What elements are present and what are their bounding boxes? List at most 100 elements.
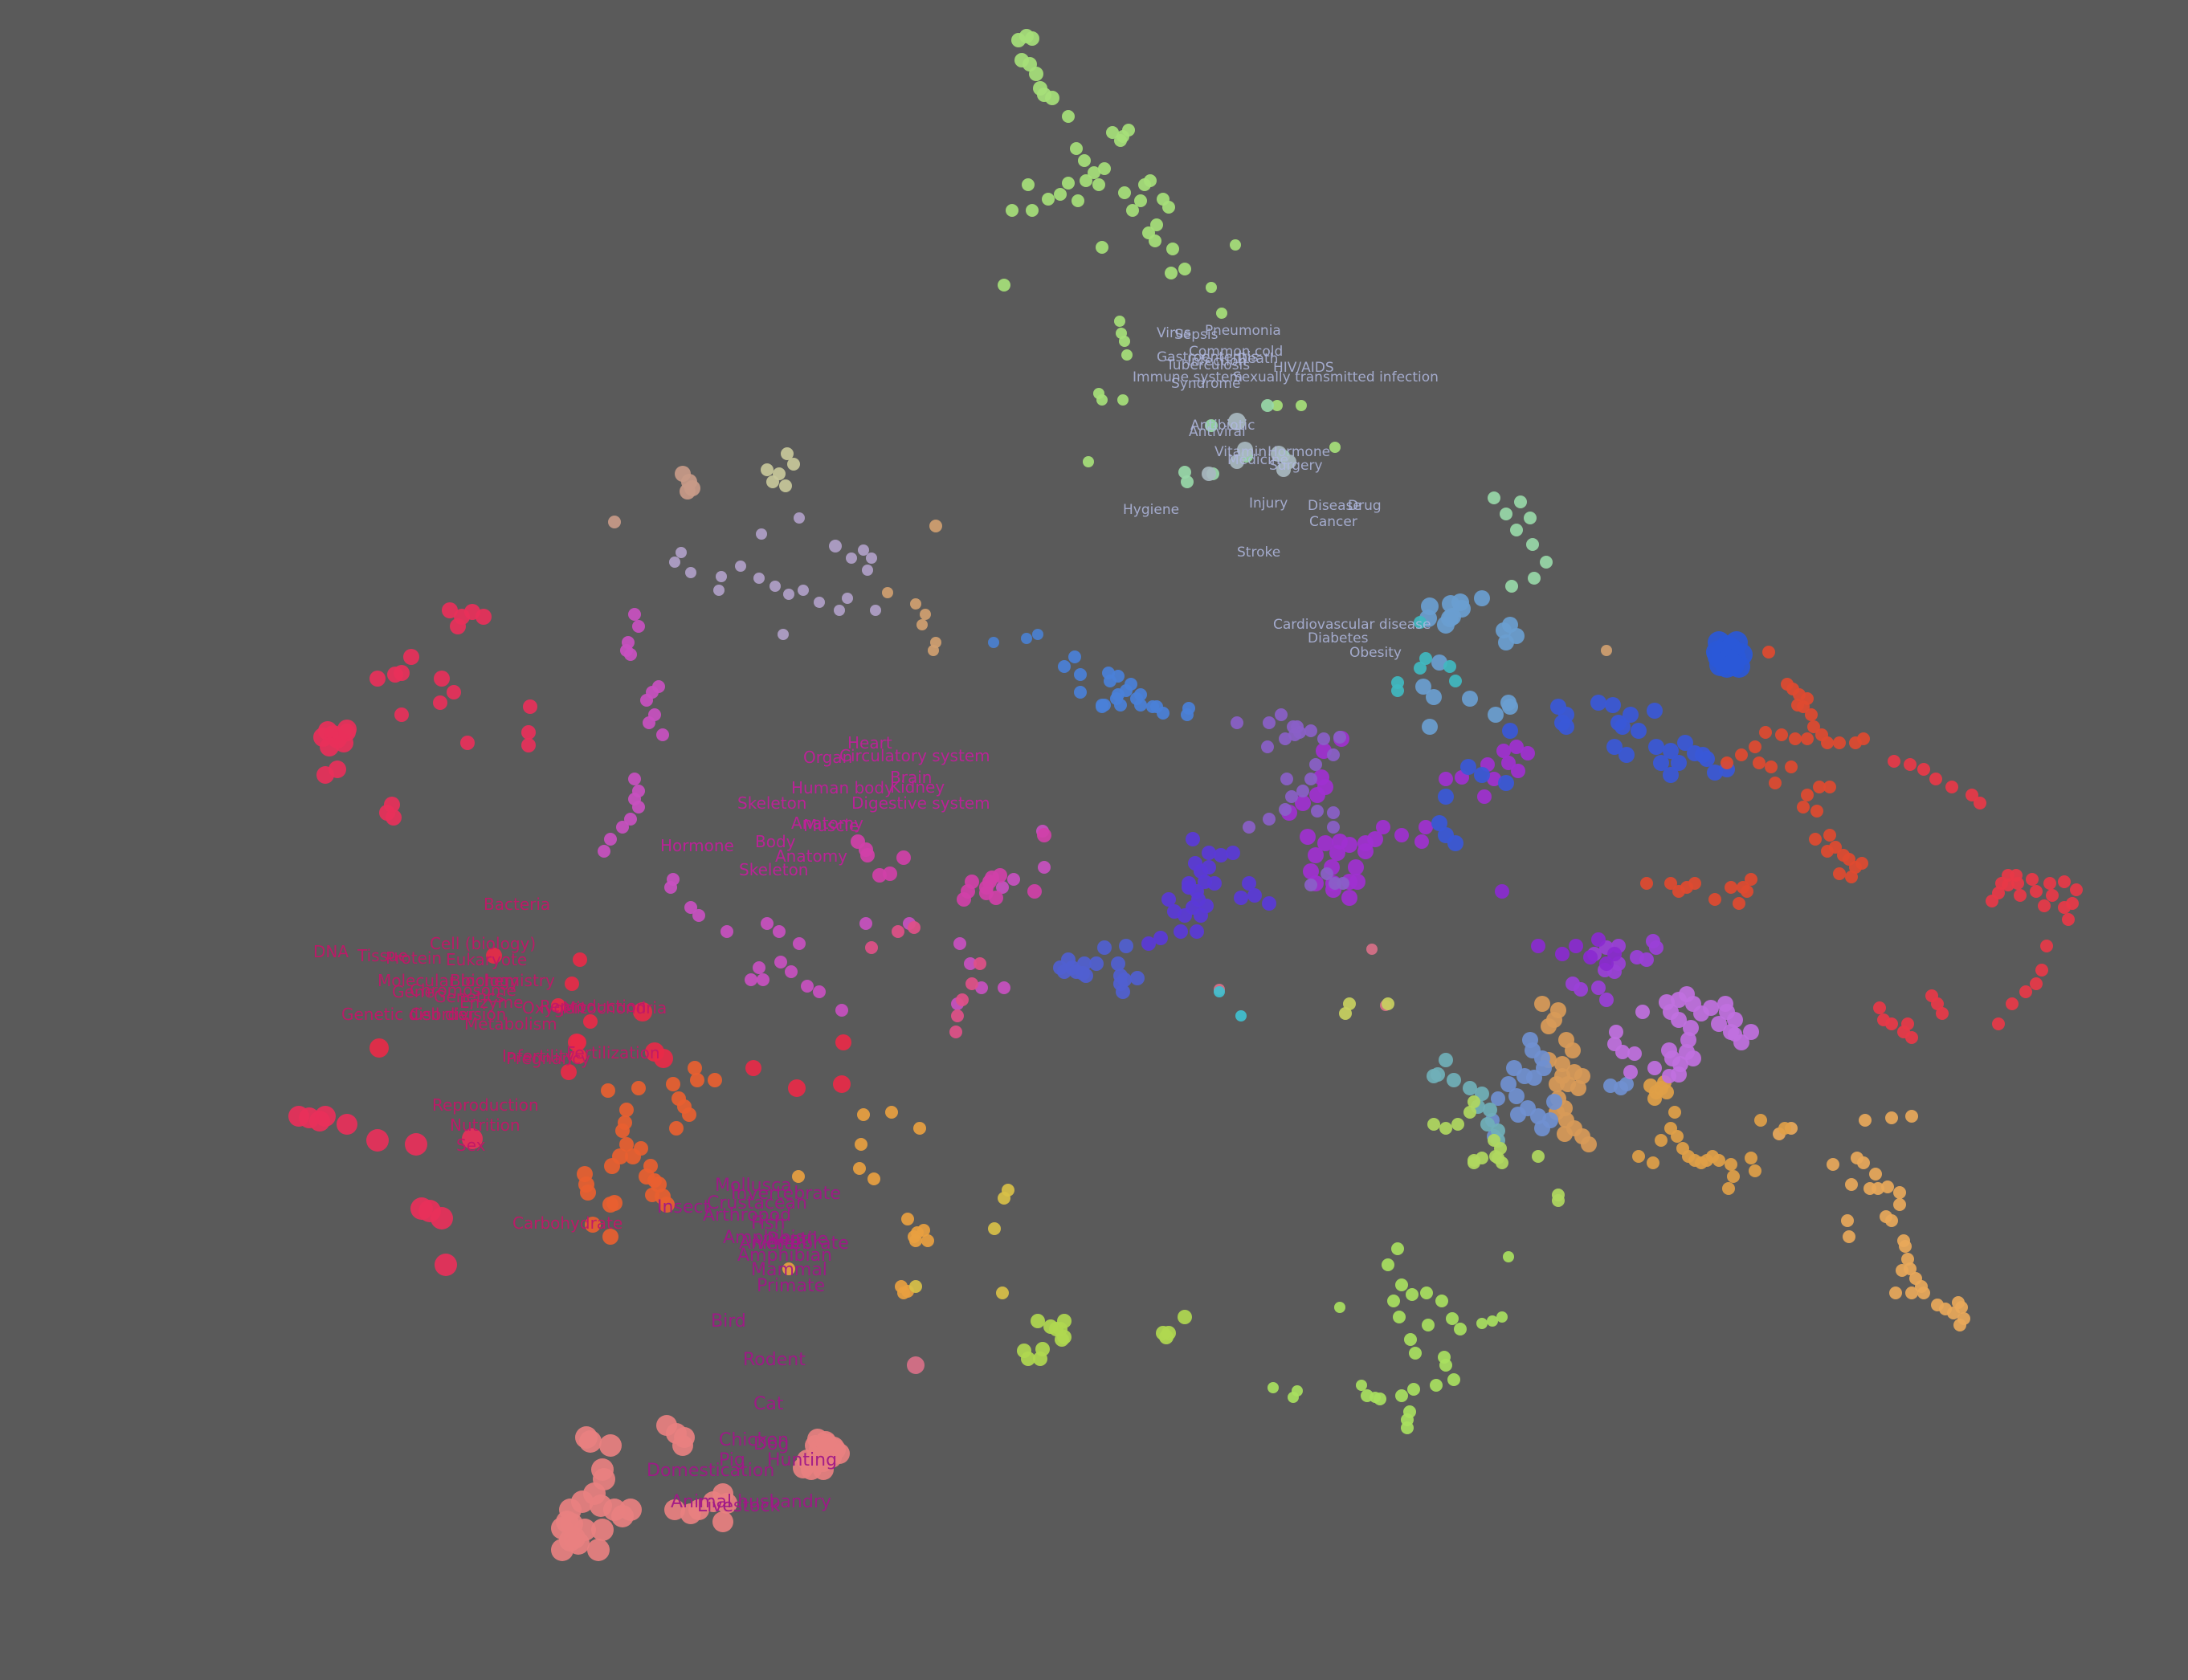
data-point — [1945, 781, 1958, 793]
data-point — [580, 1185, 596, 1201]
point-label: Anatomy — [775, 846, 847, 866]
cluster-27 — [1231, 708, 1349, 891]
point-label: Tissue — [357, 946, 408, 965]
data-point — [1149, 234, 1161, 247]
data-point — [1178, 263, 1191, 275]
data-point — [1606, 739, 1623, 755]
data-point — [1205, 419, 1218, 432]
data-point — [1885, 1111, 1898, 1124]
data-point — [601, 1083, 615, 1098]
point-label: Dog — [753, 1434, 789, 1454]
cluster-10 — [288, 602, 537, 1276]
data-point — [583, 1014, 598, 1029]
data-point — [1439, 1053, 1453, 1067]
data-point — [1420, 1287, 1433, 1299]
data-point — [1083, 456, 1094, 467]
data-point — [1267, 1382, 1279, 1393]
data-point — [1126, 204, 1139, 217]
data-point — [619, 1103, 634, 1117]
data-point — [1038, 861, 1051, 874]
data-point — [1419, 820, 1433, 834]
point-label: Hormone — [1267, 444, 1330, 460]
data-point — [1785, 760, 1798, 773]
data-point — [1541, 1018, 1557, 1034]
annotation-group-animals: MolluscaInvertebrateCrustaceanInsectArth… — [647, 1176, 849, 1516]
data-point — [1285, 790, 1298, 803]
data-point — [882, 587, 893, 598]
data-point — [551, 1539, 574, 1561]
data-point — [1857, 1156, 1870, 1169]
data-point — [1491, 1091, 1505, 1106]
data-point — [1096, 699, 1108, 712]
data-point — [320, 737, 339, 756]
data-point — [1619, 1077, 1634, 1091]
data-point — [1488, 491, 1500, 504]
data-point — [998, 981, 1010, 994]
data-point — [1062, 177, 1075, 190]
data-point — [1769, 777, 1782, 789]
data-point — [1609, 1025, 1623, 1039]
data-point — [1845, 871, 1858, 883]
data-point — [1317, 835, 1333, 851]
data-point — [1165, 267, 1178, 279]
data-point — [1341, 890, 1357, 906]
cluster-3 — [761, 447, 800, 492]
data-point — [1190, 924, 1204, 939]
data-point — [1367, 831, 1383, 847]
point-label: Gastroenteritis — [1157, 349, 1259, 365]
data-point — [1647, 1091, 1662, 1106]
data-point — [625, 1148, 641, 1164]
data-point — [688, 1061, 702, 1075]
data-point — [998, 279, 1010, 292]
data-point — [1292, 1385, 1303, 1397]
data-point — [1881, 1180, 1894, 1193]
data-point — [2019, 985, 2032, 998]
data-point — [1708, 893, 1721, 906]
data-point — [682, 1107, 696, 1122]
data-point — [659, 1197, 675, 1213]
data-point — [1387, 1295, 1400, 1307]
data-point — [1683, 1020, 1699, 1036]
data-point — [1097, 940, 1112, 955]
data-point — [1333, 731, 1346, 744]
data-point — [1058, 660, 1071, 673]
data-point — [1896, 1264, 1908, 1277]
data-point — [431, 1207, 453, 1229]
data-point — [604, 833, 617, 846]
data-point — [815, 1431, 836, 1452]
data-point — [1693, 1005, 1709, 1021]
data-point — [573, 952, 587, 967]
data-point — [619, 1137, 634, 1152]
data-point — [1955, 1301, 1968, 1314]
data-point — [1414, 662, 1427, 675]
data-point — [855, 1138, 867, 1151]
point-label: Crustacean — [707, 1193, 807, 1213]
data-point — [1789, 732, 1802, 745]
cluster-13 — [782, 1106, 934, 1299]
cluster-36 — [1640, 646, 1870, 910]
data-point — [979, 880, 994, 895]
data-point — [1427, 1069, 1441, 1083]
data-point — [1144, 174, 1157, 187]
data-point — [1833, 736, 1846, 749]
data-point — [801, 980, 814, 993]
point-label: Circulatory system — [839, 746, 990, 765]
data-point — [1279, 732, 1292, 745]
point-label: Molecular biology — [378, 971, 519, 990]
data-point — [1745, 873, 1757, 886]
data-point — [1646, 934, 1660, 948]
data-point — [716, 571, 727, 582]
data-point — [1022, 178, 1035, 191]
data-point — [1117, 394, 1129, 406]
data-point — [1393, 1311, 1406, 1323]
data-point — [1509, 740, 1524, 754]
point-label: Drug — [1348, 498, 1382, 514]
data-point — [1406, 1288, 1419, 1301]
data-point — [1502, 723, 1518, 739]
data-point — [434, 671, 450, 687]
cluster-20 — [1485, 1032, 1634, 1144]
data-point — [1741, 885, 1753, 898]
